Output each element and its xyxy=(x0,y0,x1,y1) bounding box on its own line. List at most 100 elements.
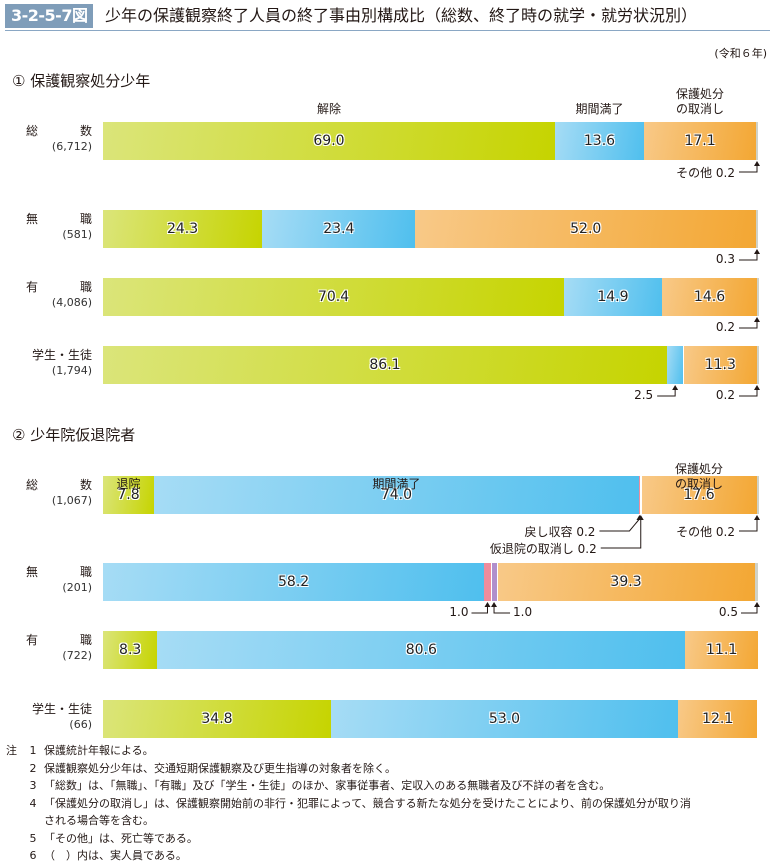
callout-leader xyxy=(739,253,758,261)
segment-value: 24.3 xyxy=(166,221,199,237)
note-text: 保護観察処分少年は、交通短期保護観察及び更生指導の対象者を除く。 xyxy=(44,761,396,775)
row-count: (66) xyxy=(69,718,92,731)
bar-segment-orange xyxy=(497,563,755,601)
category-label: 保護処分 の取消し xyxy=(676,87,725,116)
bar-segment-blue xyxy=(103,563,485,601)
callout-label: 戻し収容 0.2 xyxy=(524,525,596,539)
callout-label: 0.5 xyxy=(718,605,738,619)
bar-segment-gray xyxy=(756,122,759,160)
bar-segment-green xyxy=(103,476,155,514)
category-label: 保護処分 の取消し xyxy=(675,462,724,491)
row-label-char: 総 xyxy=(26,124,39,138)
bar-segment-pink xyxy=(484,563,491,601)
row-label-char: 有 xyxy=(26,633,39,647)
callout-label: 仮退院の取消し 0.2 xyxy=(489,542,597,556)
callout-arrow xyxy=(672,385,679,390)
section-1-title: ① 保護観察処分少年 xyxy=(12,72,151,90)
segment-value: 23.4 xyxy=(323,221,355,237)
stacked-bar: 34.8 53.0 12.1 xyxy=(103,700,758,738)
callout-label: 1.0 xyxy=(449,605,469,619)
section-2-title: ② 少年院仮退院者 xyxy=(12,426,136,444)
note-prefix xyxy=(6,777,22,795)
row-label: 総数 (6,712) xyxy=(0,123,92,155)
bar-segment-green xyxy=(103,700,331,738)
row-label-char: 数 xyxy=(79,124,92,138)
row-count: (4,086) xyxy=(51,296,92,309)
note-text: 「保護処分の取消し」は、保護観察開始前の非行・犯罪によって、競合する新たな処分を… xyxy=(44,796,691,810)
bar-segment-orange xyxy=(415,210,757,248)
segment-value: 39.3 xyxy=(610,574,642,590)
bar-segment-orange xyxy=(644,122,757,160)
row-label: 無職 (201) xyxy=(0,564,92,596)
row-label-char: 無 xyxy=(26,212,39,226)
bar-segment-gray xyxy=(757,346,760,384)
row-label-name: 無職 xyxy=(0,564,92,580)
row-label-name: 有職 xyxy=(0,632,92,648)
category-label: 退院 xyxy=(116,477,141,491)
callout-label: 0.2 xyxy=(715,388,735,402)
note-prefix xyxy=(6,847,22,865)
category-label: 解除 xyxy=(316,102,341,116)
row-label: 学生・生徒 (1,794) xyxy=(0,347,92,379)
stacked-bar: 24.3 23.4 52.0 xyxy=(103,210,759,248)
callout-label: 0.2 xyxy=(715,320,735,334)
bar-segment-gray xyxy=(756,210,759,248)
note-item: 6 （ ）内は、実人員である。 xyxy=(6,847,691,865)
segment-value: 80.6 xyxy=(405,642,437,658)
bar-segment-blue xyxy=(154,476,639,514)
row-count: (201) xyxy=(62,581,92,594)
row-label-name: 総数 xyxy=(0,123,92,139)
note-text: （ ）内は、実人員である。 xyxy=(44,849,187,862)
row-label: 無職 (581) xyxy=(0,211,92,243)
segment-value: 58.2 xyxy=(278,574,310,590)
note-item: される場合等を含む。 xyxy=(6,812,691,830)
row-label-char: 職 xyxy=(79,565,92,579)
segment-value: 70.4 xyxy=(317,289,350,305)
callout-label: 1.0 xyxy=(513,605,533,619)
callout-leader xyxy=(599,518,640,532)
row-label-char: 有 xyxy=(26,280,39,294)
note-text: 「総数」は、「無職」、「有職」及び「学生・生徒」のほか、家事従事者、定収入のある… xyxy=(44,779,611,792)
callout-label: 0.3 xyxy=(715,252,735,266)
callout-arrow xyxy=(754,317,760,322)
row-count: (722) xyxy=(62,649,92,662)
note-number: 5 xyxy=(29,831,37,845)
bar-segment-orange xyxy=(661,278,758,316)
note-prefix xyxy=(6,760,22,778)
note-item: 4 「保護処分の取消し」は、保護観察開始前の非行・犯罪によって、競合する新たな処分… xyxy=(6,795,691,813)
callout-arrow xyxy=(754,161,760,166)
callout-leader xyxy=(739,519,758,532)
row-label-name: 総数 xyxy=(0,477,92,493)
row-count: (1,067) xyxy=(51,494,92,507)
note-prefix xyxy=(6,795,22,813)
row-count: (6,712) xyxy=(51,140,92,153)
bar-segment-green xyxy=(103,122,555,160)
row-label-char: 職 xyxy=(79,633,92,647)
row-label-char: 職 xyxy=(79,212,92,226)
bar-segment-blue xyxy=(666,346,684,384)
segment-value: 34.8 xyxy=(201,711,233,727)
row-label-char: 総 xyxy=(26,478,39,492)
callout-arrow xyxy=(754,602,760,607)
bar-segment-gray xyxy=(754,563,758,601)
row-label: 有職 (4,086) xyxy=(0,279,92,311)
row-label: 総数 (1,067) xyxy=(0,477,92,509)
segment-value: 8.3 xyxy=(119,642,142,658)
segment-value: 17.1 xyxy=(684,133,716,149)
stacked-bar: 7.8 74.0 17.6 xyxy=(103,476,759,514)
bar-segment-green xyxy=(103,278,565,316)
row-count: (1,794) xyxy=(51,364,92,377)
figure-number-badge: 3-2-5-7図 xyxy=(5,4,94,28)
callout-label: その他 0.2 xyxy=(676,525,735,539)
bar-segment-green xyxy=(103,210,263,248)
segment-value: 13.6 xyxy=(583,133,616,149)
stacked-bar: 8.3 80.6 11.1 xyxy=(103,631,758,669)
segment-value: 86.1 xyxy=(369,357,401,373)
callout-leader xyxy=(739,389,758,397)
segment-value: 11.1 xyxy=(706,642,738,658)
segment-value: 74.0 xyxy=(380,487,413,503)
callout-leader xyxy=(739,165,758,173)
segment-value: 14.9 xyxy=(597,289,629,305)
row-label: 学生・生徒 (66) xyxy=(0,701,92,733)
row-label-name: 無職 xyxy=(0,211,92,227)
